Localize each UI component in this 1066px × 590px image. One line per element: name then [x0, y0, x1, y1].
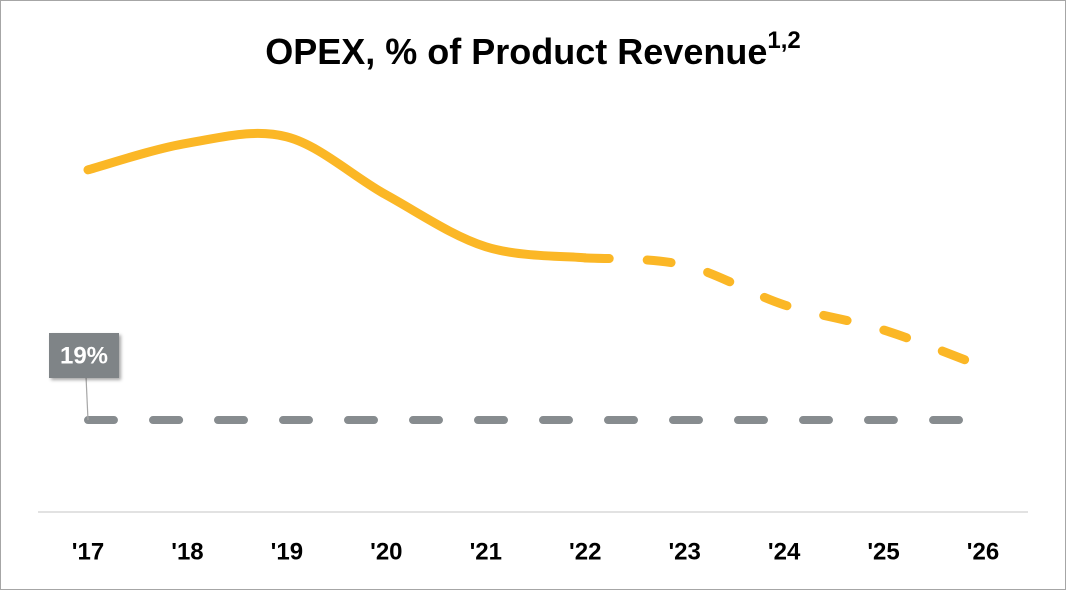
x-tick-label: '23 — [668, 538, 700, 565]
x-tick-label: '21 — [470, 538, 502, 565]
data-label: 19% — [60, 342, 108, 369]
title-superscript: 1,2 — [767, 27, 800, 54]
x-tick-label: '25 — [867, 538, 899, 565]
x-tick-label: '18 — [171, 538, 203, 565]
x-tick-label: '26 — [967, 538, 999, 565]
x-tick-label: '17 — [72, 538, 104, 565]
series-line — [580, 253, 988, 372]
x-tick-label: '22 — [569, 538, 601, 565]
x-tick-label: '24 — [768, 538, 801, 565]
chart-title: OPEX, % of Product Revenue1,2 — [265, 27, 800, 71]
series-line — [83, 128, 590, 263]
label-box — [49, 333, 119, 378]
x-tick-label: '19 — [271, 538, 303, 565]
title-text: OPEX, % of Product Revenue — [265, 31, 767, 72]
label-leader — [85, 375, 89, 421]
x-tick-label: '20 — [370, 538, 402, 565]
